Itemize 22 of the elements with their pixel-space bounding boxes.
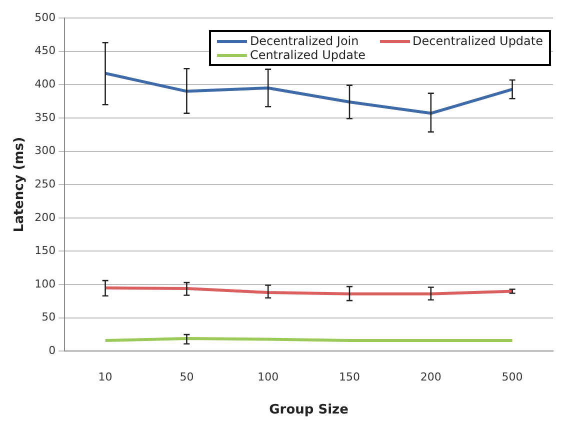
y-tick-label: 400: [34, 78, 56, 90]
y-tick-label: 350: [34, 110, 56, 124]
legend-label: Centralized Update: [250, 48, 366, 62]
x-tick-label: 150: [339, 370, 360, 384]
x-tick-label: 50: [180, 370, 194, 384]
y-tick-label: 100: [34, 277, 56, 290]
y-axis-title: Latency (ms): [12, 136, 28, 232]
legend-label: Decentralized Join: [250, 34, 359, 48]
y-tick-label: 450: [34, 44, 56, 58]
legend-label: Decentralized Update: [412, 34, 543, 48]
y-tick-label: 200: [34, 210, 56, 224]
y-tick-label: 300: [34, 144, 56, 158]
x-tick-label: 10: [98, 370, 112, 384]
y-tick-label: 50: [42, 310, 56, 324]
x-tick-label: 100: [258, 370, 279, 384]
y-tick-label: 250: [34, 177, 56, 190]
y-tick-label: 0: [48, 344, 56, 358]
x-axis-title: Group Size: [269, 402, 349, 418]
x-tick-label: 200: [420, 370, 442, 384]
y-tick-label: 150: [34, 244, 56, 258]
y-tick-label: 500: [34, 10, 56, 24]
x-tick-label: 500: [502, 370, 523, 384]
